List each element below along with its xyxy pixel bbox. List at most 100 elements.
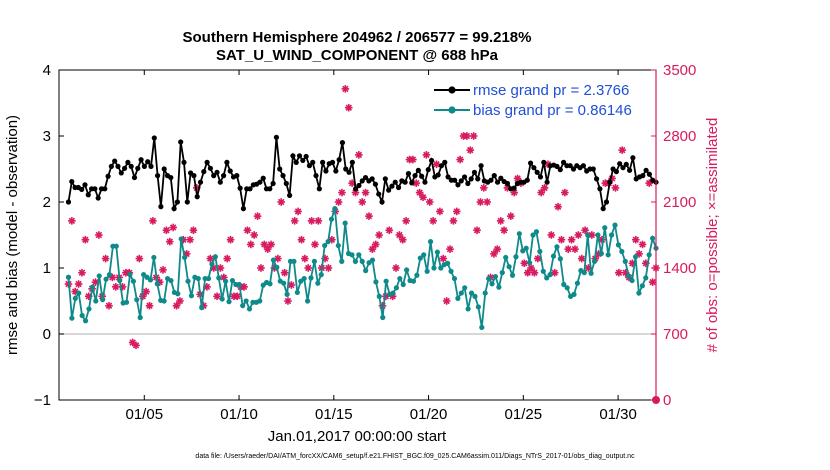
obs-point bbox=[446, 245, 454, 253]
rmse-point bbox=[527, 160, 534, 166]
obs-point bbox=[186, 235, 194, 244]
obs-point bbox=[490, 250, 498, 258]
rmse-point bbox=[257, 179, 263, 185]
bias-point bbox=[421, 252, 427, 258]
bias-point bbox=[608, 232, 615, 238]
obs-point bbox=[233, 292, 242, 301]
rmse-point bbox=[382, 176, 388, 182]
rmse-point bbox=[207, 165, 214, 171]
obs-point bbox=[469, 132, 478, 140]
rmse-point bbox=[273, 134, 280, 140]
bias-point bbox=[561, 281, 567, 288]
rmse-point bbox=[339, 140, 346, 146]
bias-point bbox=[284, 291, 290, 297]
obs-point bbox=[523, 268, 532, 277]
y-right-tick-label: 3500 bbox=[663, 62, 696, 79]
rmse-point bbox=[405, 171, 412, 177]
rmse-point bbox=[237, 185, 243, 191]
rmse-point bbox=[69, 178, 75, 185]
obs-point bbox=[165, 237, 174, 246]
rmse-point bbox=[395, 184, 402, 191]
bias-point bbox=[615, 242, 622, 248]
rmse-point bbox=[154, 173, 161, 179]
bias-point bbox=[76, 290, 82, 296]
rmse-point bbox=[234, 173, 240, 179]
rmse-point bbox=[465, 180, 471, 187]
rmse-point bbox=[197, 179, 204, 185]
rmse-point bbox=[392, 179, 398, 185]
rmse-point bbox=[524, 177, 530, 183]
obs-point bbox=[324, 264, 333, 272]
bias-point bbox=[349, 252, 355, 258]
rmse-point bbox=[593, 176, 600, 182]
obs-point bbox=[74, 280, 83, 288]
rmse-point bbox=[402, 179, 408, 185]
obs-point bbox=[132, 341, 140, 350]
obs-point bbox=[142, 287, 150, 296]
bias-point bbox=[414, 272, 420, 278]
bias-point bbox=[404, 267, 410, 273]
obs-point bbox=[395, 231, 404, 239]
bias-point bbox=[602, 225, 608, 231]
bias-point bbox=[591, 258, 598, 264]
obs-point bbox=[263, 245, 272, 253]
rmse-point bbox=[409, 180, 415, 186]
rmse-point bbox=[626, 167, 633, 173]
obs-point bbox=[338, 188, 346, 197]
obs-point bbox=[355, 151, 363, 159]
legend-rmse-text: rmse grand pr = 2.3766 bbox=[473, 82, 629, 99]
rmse-point bbox=[313, 173, 319, 179]
bias-point bbox=[619, 248, 625, 255]
bias-point bbox=[410, 278, 417, 284]
obs-point bbox=[648, 278, 657, 286]
bias-point bbox=[243, 298, 249, 304]
obs-point bbox=[344, 103, 353, 112]
bias-point bbox=[335, 242, 341, 249]
rmse-point bbox=[412, 173, 418, 179]
bias-point bbox=[219, 296, 225, 302]
y-axis-left-label: rmse and bias (model - observation) bbox=[4, 115, 21, 355]
bias-point bbox=[400, 281, 406, 288]
bias-point bbox=[93, 298, 99, 304]
series-layer bbox=[64, 85, 660, 404]
bias-point bbox=[503, 254, 509, 261]
rmse-point bbox=[468, 176, 474, 182]
rmse-point bbox=[471, 169, 478, 175]
bias-point bbox=[622, 258, 628, 264]
obs-point bbox=[611, 184, 620, 192]
rmse-point bbox=[537, 174, 544, 180]
rmse-point bbox=[95, 195, 101, 201]
rmse-point bbox=[580, 163, 586, 169]
x-tick-label: 01/15 bbox=[315, 406, 353, 423]
bias-point bbox=[455, 295, 461, 301]
obs-point bbox=[277, 198, 286, 206]
rmse-point bbox=[214, 169, 220, 175]
obs-point bbox=[307, 217, 316, 225]
bias-point bbox=[438, 265, 444, 271]
obs-point bbox=[250, 231, 258, 239]
obs-point bbox=[385, 226, 394, 235]
obs-point bbox=[439, 254, 448, 263]
plot-area bbox=[59, 70, 656, 400]
bias-point bbox=[649, 235, 656, 241]
y-left-tick-label: 2 bbox=[43, 194, 51, 211]
obs-point bbox=[615, 268, 623, 277]
bias-point bbox=[134, 297, 140, 303]
rmse-point bbox=[389, 183, 395, 189]
obs-point bbox=[429, 217, 437, 225]
bias-point bbox=[424, 268, 430, 274]
obs-point bbox=[159, 266, 167, 274]
obs-point bbox=[226, 235, 235, 244]
y-right-tick-label: 0 bbox=[663, 392, 671, 409]
bias-point bbox=[274, 264, 280, 270]
rmse-point bbox=[287, 192, 293, 198]
bias-point bbox=[550, 253, 557, 259]
bias-point bbox=[585, 232, 591, 238]
chart-title-line1: Southern Hemisphere 204962 / 206577 = 99… bbox=[183, 29, 532, 46]
obs-point bbox=[466, 146, 475, 154]
rmse-point bbox=[82, 182, 88, 188]
rmse-point bbox=[623, 161, 629, 167]
rmse-point bbox=[336, 157, 342, 163]
rmse-point bbox=[79, 186, 85, 193]
